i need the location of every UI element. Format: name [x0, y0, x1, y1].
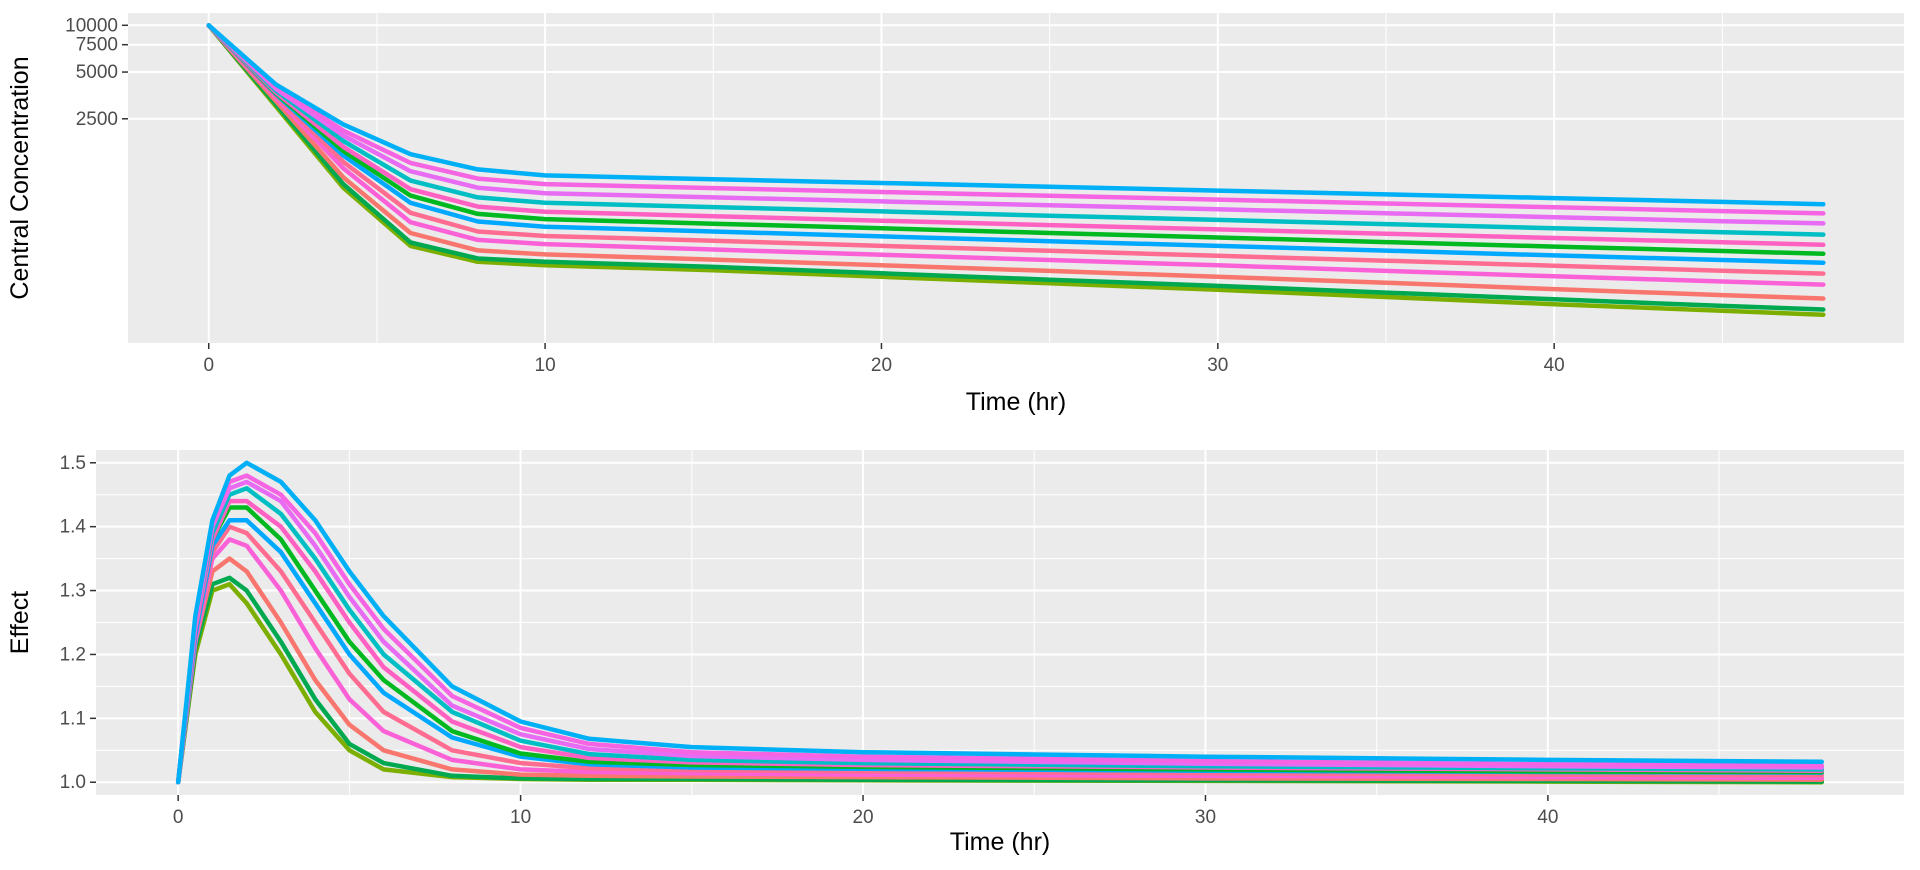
y-tick-label: 5000	[76, 62, 118, 83]
series-line-7	[206, 23, 1826, 248]
x-axis-title: Time (hr)	[950, 828, 1050, 856]
gridlines	[96, 450, 1904, 795]
series-line-5	[206, 23, 1826, 265]
series-line-4	[206, 23, 1826, 276]
x-axis: 0 10 20 30 40	[203, 343, 1565, 376]
series-line-8	[206, 23, 1826, 237]
series-line-8	[175, 486, 1825, 785]
x-tick-label: 20	[852, 807, 873, 828]
concentration-panel: 0 10 20 30 40 10000 7500 5000 2500 Time (hr) Centr…	[0, 0, 1920, 430]
series-line-2	[206, 23, 1826, 301]
series-line-1	[206, 23, 1826, 312]
series-line-10	[175, 473, 1825, 785]
y-axis-title: Effect	[6, 591, 34, 655]
plot-panel-background	[128, 13, 1904, 343]
series-line-4	[175, 524, 1825, 785]
y-tick-label: 1.3	[60, 581, 86, 602]
x-axis: 0 10 20 30 40	[173, 795, 1558, 828]
series-lines	[175, 460, 1825, 785]
x-tick-label: 40	[1537, 807, 1558, 828]
series-line-6	[206, 23, 1826, 257]
x-axis-title: Time (hr)	[966, 388, 1066, 416]
x-tick-label: 40	[1544, 355, 1565, 376]
series-line-3	[206, 23, 1826, 287]
series-line-2	[175, 556, 1825, 785]
series-line-3	[175, 537, 1825, 785]
series-line-11	[175, 460, 1825, 785]
series-line-10	[206, 23, 1826, 216]
x-tick-label: 20	[871, 355, 892, 376]
y-axis-title: Central Concentration	[6, 56, 34, 299]
series-line-1	[175, 575, 1825, 785]
y-tick-label: 1.5	[60, 453, 86, 474]
x-tick-label: 30	[1207, 355, 1228, 376]
y-tick-label: 1.1	[60, 708, 86, 729]
y-axis: 1.0 1.1 1.2 1.3 1.4 1.5	[60, 453, 96, 793]
effect-panel: 0 10 20 30 40 1.0 1.1 1.2 1.3 1.4 1.5 Time (hr) Effe…	[0, 430, 1920, 865]
y-tick-label: 1.2	[60, 644, 86, 665]
x-tick-label: 30	[1195, 807, 1216, 828]
effect-chart: 0 10 20 30 40 1.0 1.1 1.2 1.3 1.4 1.5 Time (hr) Effe…	[6, 450, 1904, 856]
series-lines	[206, 23, 1826, 317]
y-tick-label: 2500	[76, 109, 118, 130]
series-line-9	[206, 23, 1826, 226]
x-tick-label: 10	[510, 807, 531, 828]
x-tick-label: 0	[173, 807, 184, 828]
y-tick-label: 1.0	[60, 772, 86, 793]
series-line-0	[206, 23, 1826, 317]
y-tick-label: 7500	[76, 35, 118, 56]
series-line-11	[206, 23, 1826, 207]
y-tick-label: 1.4	[60, 517, 87, 538]
x-tick-label: 0	[203, 355, 214, 376]
x-tick-label: 10	[535, 355, 556, 376]
y-tick-label: 10000	[65, 15, 118, 36]
gridlines	[128, 13, 1904, 343]
